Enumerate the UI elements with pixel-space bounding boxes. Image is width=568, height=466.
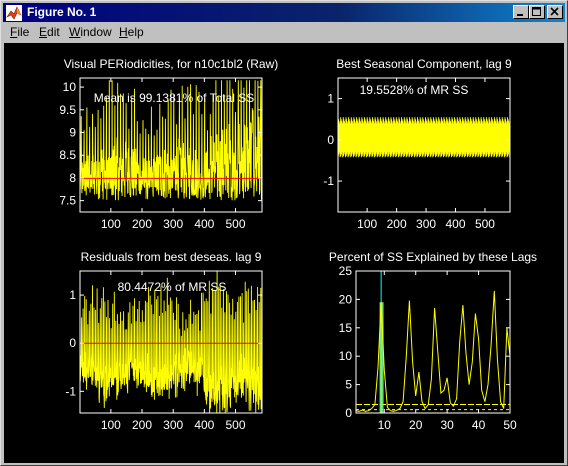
x-tick-label: 30 (440, 418, 454, 432)
y-tick-label: 9 (69, 126, 76, 140)
x-tick-label: 100 (101, 418, 121, 432)
plot-1-title: Visual PERiodicities, for n10c1bl2 (Raw) (64, 57, 279, 71)
minimize-icon (517, 14, 523, 16)
y-tick-label: 0 (69, 336, 76, 350)
seasonal-series-line (338, 117, 510, 158)
y-tick-label: 10 (339, 349, 353, 363)
x-tick-label: 40 (472, 418, 486, 432)
maximize-button[interactable] (529, 5, 545, 19)
x-tick-label: 200 (132, 217, 152, 231)
plot-3-title: Residuals from best deseas. lag 9 (81, 250, 262, 264)
menu-window[interactable]: Window (69, 25, 112, 40)
plot-4 (355, 270, 511, 414)
y-tick-label: 5 (345, 378, 352, 392)
menu-window-label: indow (80, 25, 112, 39)
title-bar[interactable]: Figure No. 1 (3, 3, 565, 22)
y-tick-label: -1 (323, 174, 334, 188)
x-tick-label: 400 (194, 217, 214, 231)
y-tick-label: 7.5 (59, 194, 76, 208)
x-tick-label: 10 (378, 418, 392, 432)
y-tick-label: 0 (345, 406, 352, 420)
y-tick-label: 10 (63, 80, 77, 94)
plot-4-title: Percent of SS Explained by these Lags (329, 250, 537, 264)
menu-file[interactable]: File (10, 25, 29, 40)
menu-file-label: ile (17, 25, 30, 39)
x-tick-label: 500 (225, 418, 245, 432)
x-tick-label: 500 (475, 217, 495, 231)
menu-edit-mnemonic: E (39, 25, 48, 39)
x-tick-label: 20 (409, 418, 423, 432)
menu-bar: File Edit Window Help (3, 23, 565, 42)
plot-1 (79, 77, 263, 213)
best-lag-bar (379, 302, 384, 413)
plot-1-axes (79, 77, 263, 213)
minimize-button[interactable] (513, 5, 529, 19)
y-tick-label: 15 (339, 321, 353, 335)
close-icon (550, 7, 559, 16)
maximize-icon (532, 7, 541, 16)
plot-1-annotation: Mean is 99.1381% of Total SS (94, 91, 255, 105)
matlab-logo-icon (6, 5, 22, 21)
x-tick-label: 100 (101, 217, 121, 231)
y-tick-label: 8 (69, 171, 76, 185)
plot-2-axes (337, 77, 511, 213)
y-tick-label: -1 (65, 384, 76, 398)
menu-help-label: elp (127, 25, 144, 39)
plot-2-title: Best Seasonal Component, lag 9 (336, 57, 512, 71)
plot-3-data (80, 271, 262, 413)
x-tick-label: 300 (163, 217, 183, 231)
y-tick-label: 9.5 (59, 103, 76, 117)
x-tick-label: 400 (445, 217, 465, 231)
x-tick-label: 100 (357, 217, 377, 231)
y-tick-label: 0 (327, 133, 334, 147)
plot-3-annotation: 80.4472% of MR SS (118, 280, 227, 294)
plot-3 (79, 270, 263, 414)
x-tick-label: 50 (503, 418, 517, 432)
menu-file-mnemonic: F (10, 25, 18, 39)
x-tick-label: 300 (416, 217, 436, 231)
menu-help[interactable]: Help (119, 25, 144, 40)
plot-3-axes (79, 270, 263, 414)
plot-4-axes (355, 270, 511, 414)
plot-2-annotation: 19.5528% of MR SS (360, 83, 469, 97)
percent-ss-line (356, 290, 510, 412)
y-tick-label: 1 (69, 288, 76, 302)
raw-series-line (80, 80, 262, 201)
x-tick-label: 200 (387, 217, 407, 231)
menu-window-mnemonic: W (69, 25, 81, 39)
figure-canvas: 100 200 300 400 500 7.5 8 8.5 9 9.5 10 Visual PERio… (4, 43, 564, 463)
plot-2-data (338, 117, 510, 158)
menu-edit[interactable]: Edit (39, 25, 60, 40)
window-title: Figure No. 1 (27, 5, 97, 19)
x-tick-label: 500 (225, 217, 245, 231)
plot-4-data (356, 271, 510, 413)
residual-series-line (80, 271, 262, 413)
y-tick-label: 8.5 (59, 148, 76, 162)
menu-help-mnemonic: H (119, 25, 128, 39)
close-button[interactable] (547, 5, 563, 19)
plot-1-data (80, 80, 262, 201)
x-tick-label: 300 (163, 418, 183, 432)
x-tick-label: 400 (194, 418, 214, 432)
y-tick-label: 25 (339, 264, 353, 278)
y-tick-label: 1 (327, 92, 334, 106)
plot-2 (337, 77, 511, 213)
y-tick-label: 20 (339, 292, 353, 306)
menu-edit-label: dit (47, 25, 60, 39)
x-tick-label: 200 (132, 418, 152, 432)
